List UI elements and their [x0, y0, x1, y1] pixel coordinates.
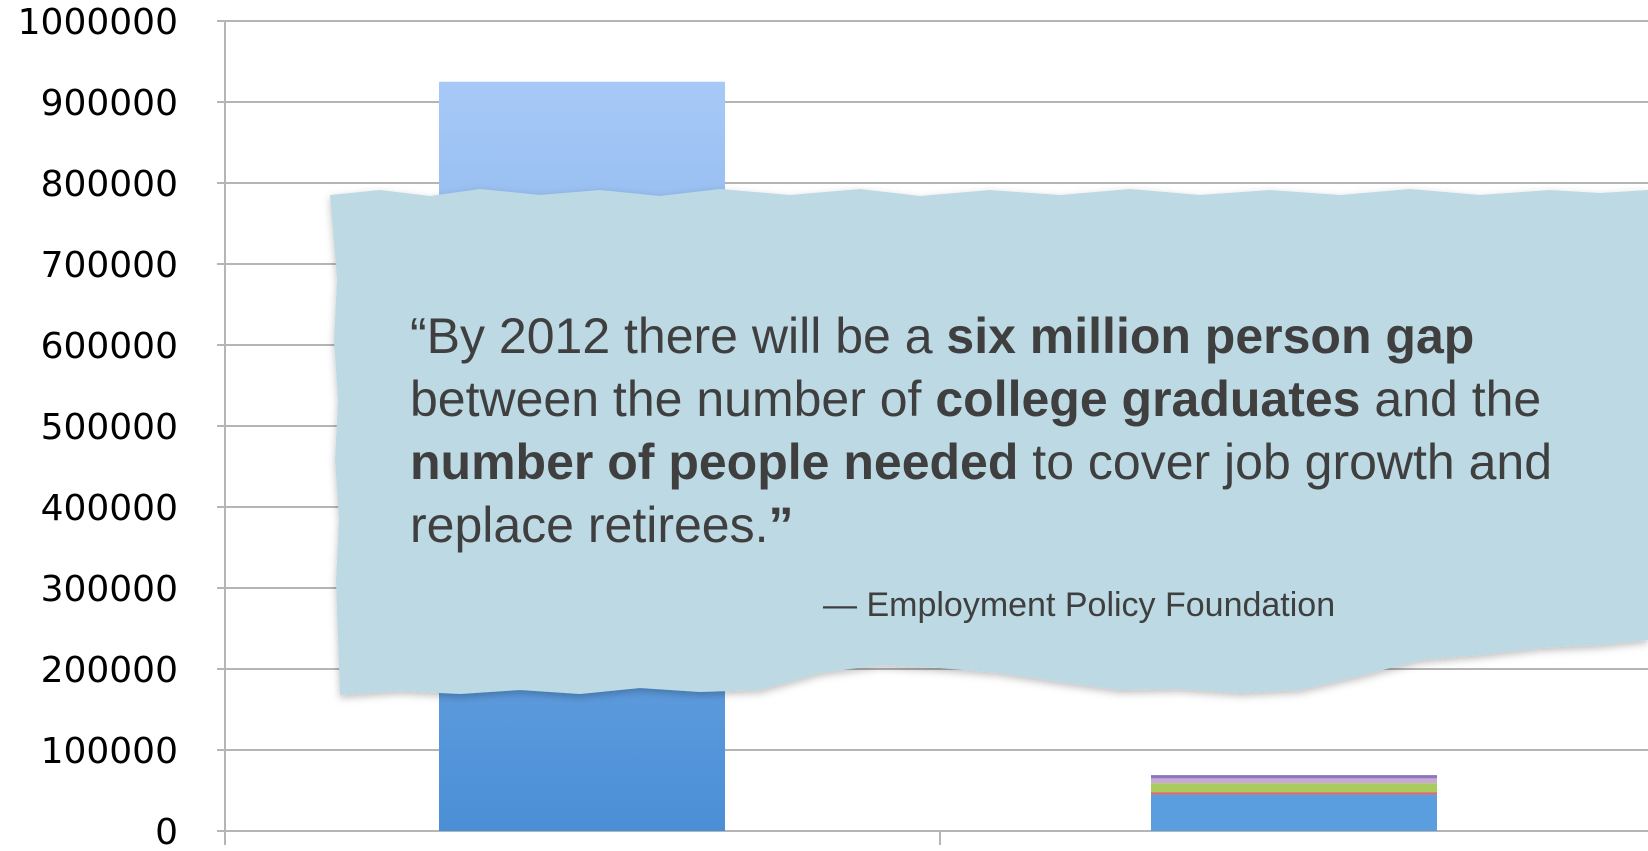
bar-segment: [1151, 775, 1437, 779]
quote-text: “By 2012 there will be a six million per…: [410, 305, 1590, 557]
y-axis-ticks: 1000000900000800000700000600000500000400…: [18, 2, 178, 851]
quote-bold-graduates: college graduates: [935, 371, 1361, 427]
bar-segment: [1151, 794, 1437, 831]
quote-bold-gap: six million person gap: [946, 308, 1475, 364]
quote-source: — Employment Policy Foundation: [823, 586, 1336, 624]
bar-segment: [1151, 778, 1437, 784]
y-tick-label: 700000: [41, 245, 178, 286]
y-tick-label: 600000: [41, 326, 178, 367]
quote-part: and the: [1360, 371, 1542, 427]
quote-part: to cover job growth and replace retirees…: [410, 434, 1553, 553]
quote-bold-needed: number of people needed: [410, 434, 1019, 490]
quote-part: between the number of: [410, 371, 936, 427]
y-tick-label: 1000000: [18, 2, 178, 43]
y-tick-label: 400000: [41, 488, 178, 529]
bar-segment: [1151, 783, 1437, 793]
y-tick-label: 300000: [41, 569, 178, 610]
quote-part: “By 2012 there will be a: [410, 308, 947, 364]
bar-segment: [1151, 792, 1437, 795]
y-tick-label: 800000: [41, 164, 178, 205]
y-tick-label: 200000: [41, 650, 178, 691]
y-tick-label: 900000: [41, 83, 178, 124]
x-axis: [224, 21, 941, 845]
y-tick-label: 100000: [41, 731, 178, 772]
y-tick-label: 0: [155, 812, 178, 851]
quote-close-mark: ”: [768, 497, 794, 553]
y-tick-label: 500000: [41, 407, 178, 448]
